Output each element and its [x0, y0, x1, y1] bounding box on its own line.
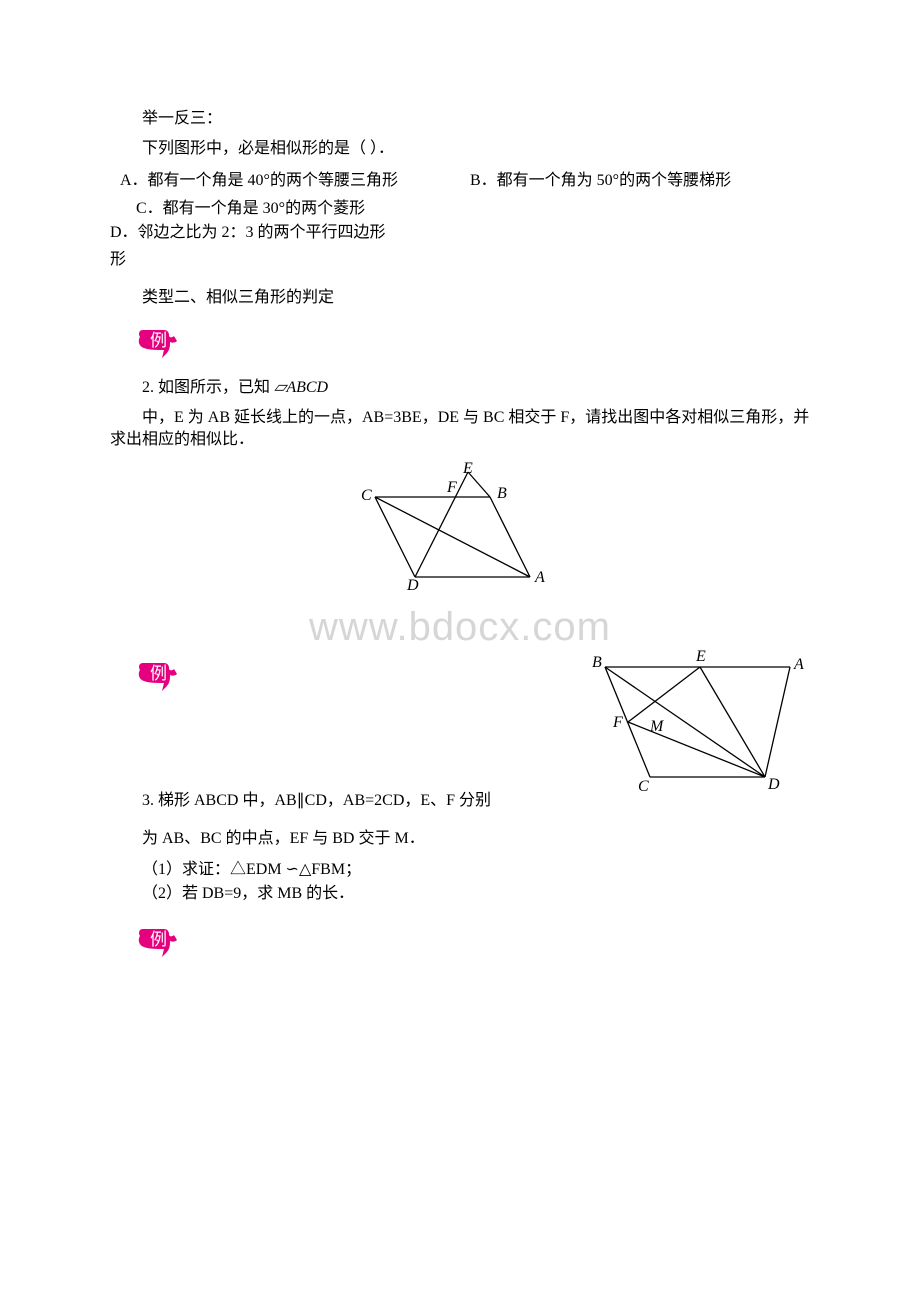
heading-variation: 举一反三： — [110, 108, 810, 130]
section-heading-2: 类型二、相似三角形的判定 — [110, 287, 810, 309]
fig1-label-C: C — [361, 487, 372, 504]
badge-text-2: 例 — [150, 664, 167, 683]
example-badge-icon-3: 例 — [136, 927, 178, 957]
example-badge-icon-2: 例 — [136, 661, 178, 691]
figure-1: C F B E D A — [110, 462, 810, 597]
option-c: C．都有一个角是 30°的两个菱形 — [110, 197, 486, 221]
q3-sub2: （2）若 DB=9，求 MB 的长． — [110, 883, 810, 905]
fig1-label-E: E — [462, 462, 473, 477]
option-b: B．都有一个角为 50°的两个等腰梯形 — [470, 169, 800, 193]
fig1-label-D: D — [406, 577, 419, 592]
badge-text-3: 例 — [150, 930, 167, 949]
option-d-wrap: 形 — [110, 249, 810, 271]
fig1-labels: C F B E D A — [361, 462, 545, 592]
fig1-label-B: B — [497, 485, 507, 502]
badge-text: 例 — [150, 331, 167, 350]
fig2-label-C: C — [638, 778, 649, 795]
fig2-labels: B E A F M C D — [592, 648, 804, 795]
example-badge-icon: 例 — [136, 328, 178, 358]
option-a: A．都有一个角是 40°的两个等腰三角形 — [110, 169, 470, 193]
fig1-label-A: A — [534, 569, 545, 586]
options-row-2: C．都有一个角是 30°的两个菱形 D．邻边之比为 2：3 的两个平行四边形 — [110, 197, 810, 245]
q3-line2: 为 AB、BC 的中点，EF 与 BD 交于 M． — [110, 828, 810, 850]
fig2-label-D: D — [767, 776, 780, 793]
fig2-label-F: F — [612, 714, 623, 731]
question-stem: 下列图形中，必是相似形的是（ ）． — [110, 138, 810, 160]
fig1-label-F: F — [446, 479, 457, 496]
q3-sub1: （1）求证：△EDM ∽△FBM； — [110, 859, 810, 881]
q2-lead-line: 2. 如图所示，已知 ▱ABCD — [110, 377, 810, 399]
document-body: 举一反三： 下列图形中，必是相似形的是（ ）． A．都有一个角是 40°的两个等… — [110, 108, 810, 968]
fig2-lines — [605, 667, 790, 777]
figure-2: B E A F M C D — [580, 647, 810, 802]
option-d: D．邻边之比为 2：3 的两个平行四边形 — [110, 221, 440, 245]
fig2-label-A: A — [793, 656, 804, 673]
fig2-label-B: B — [592, 654, 602, 671]
q2-symbol: ▱ABCD — [274, 379, 328, 396]
q2-lead: 2. 如图所示，已知 — [142, 379, 270, 396]
fig2-label-E: E — [695, 648, 706, 665]
fig2-label-M: M — [649, 718, 665, 735]
options-row-1: A．都有一个角是 40°的两个等腰三角形 B．都有一个角为 50°的两个等腰梯形 — [110, 169, 810, 193]
q2-body: 中，E 为 AB 延长线上的一点，AB=3BE，DE 与 BC 相交于 F，请找… — [110, 409, 809, 448]
